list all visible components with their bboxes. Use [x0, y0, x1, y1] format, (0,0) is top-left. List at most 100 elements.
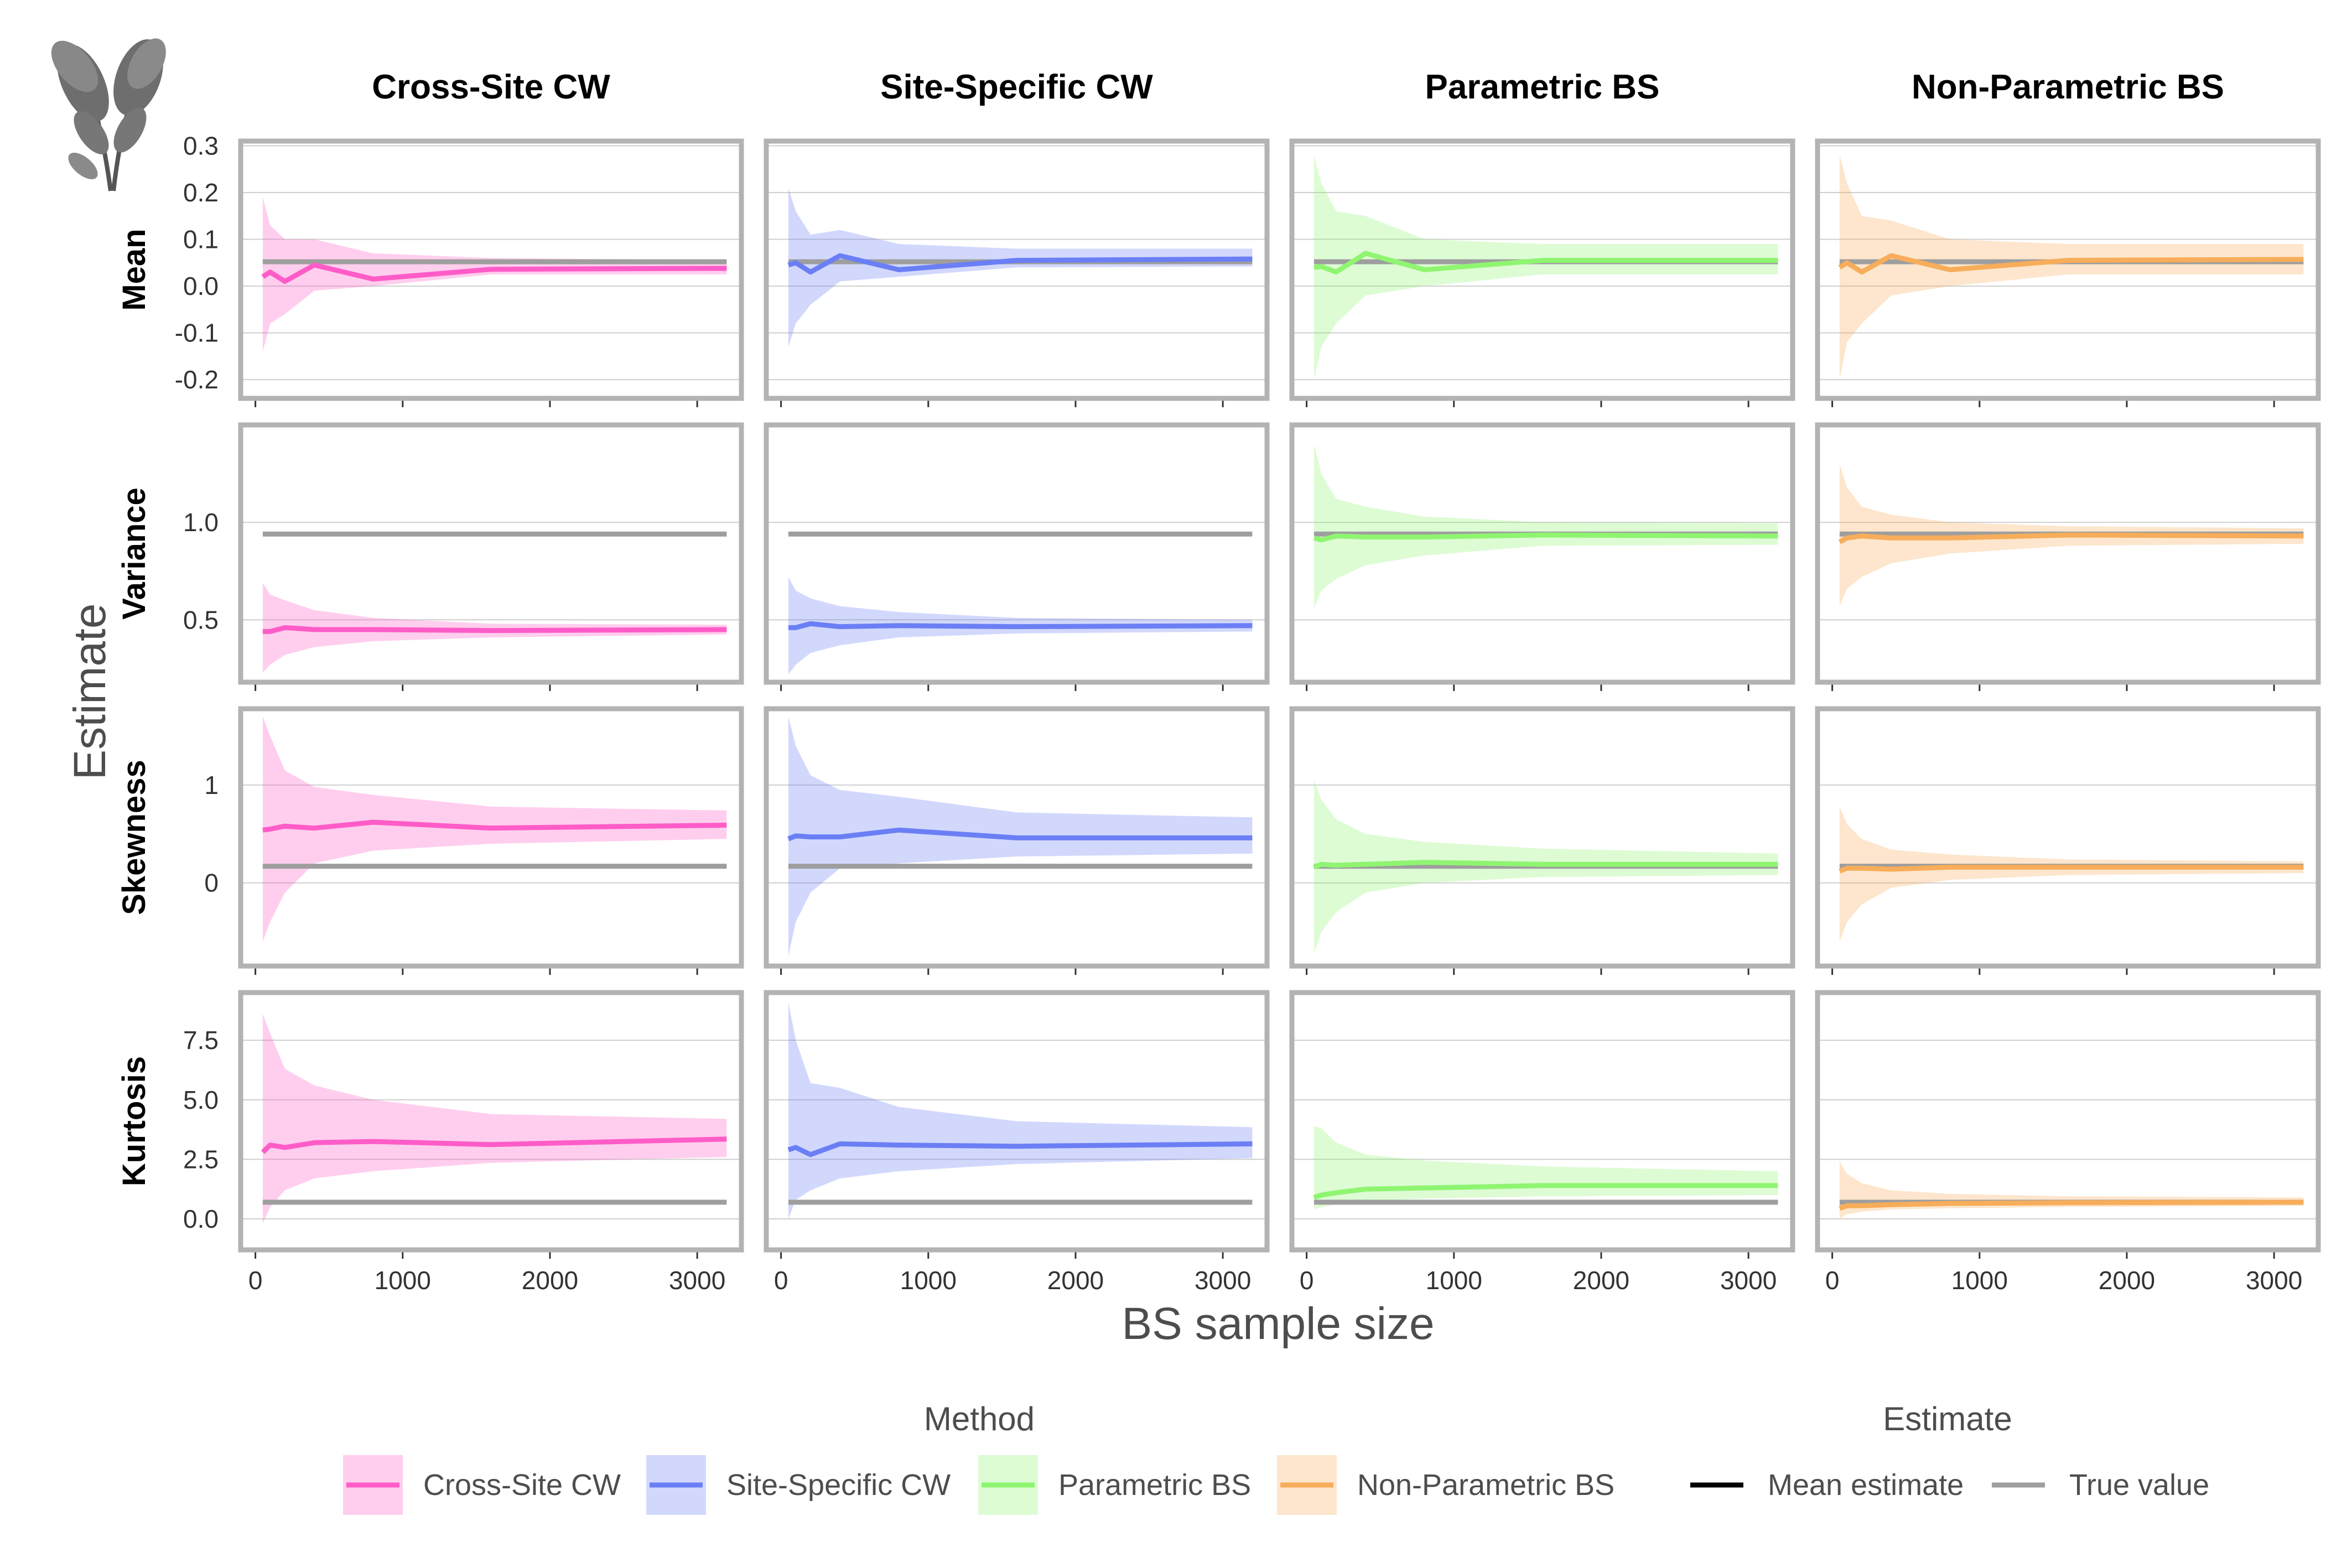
- panel-border: [1815, 706, 2321, 969]
- panel-border: [764, 706, 1270, 969]
- panel-border: [1289, 138, 1795, 401]
- y-tick-label: 0.1: [183, 225, 219, 254]
- y-tick-label: 0.0: [183, 272, 219, 300]
- confidence-band: [1839, 1161, 2304, 1219]
- panel-border: [238, 138, 744, 401]
- panel-border: [238, 706, 744, 969]
- mean-estimate-line: [787, 253, 1253, 275]
- x-tick-label: 1000: [1426, 1266, 1482, 1295]
- mean-estimate-line: [1313, 1183, 1778, 1200]
- panel-mean-parametric-bs: [1289, 138, 1795, 407]
- plant-logo-icon: [51, 38, 166, 191]
- x-tick-label: 3000: [669, 1266, 725, 1295]
- panel-border: [764, 422, 1270, 685]
- panel-skewness-site-specific-cw: [764, 706, 1270, 975]
- column-title-site-specific-cw: Site-Specific CW: [880, 68, 1153, 106]
- mean-estimate-line: [261, 1136, 727, 1154]
- legend-item-mean-estimate: Mean estimate: [1690, 1468, 1964, 1502]
- panel-border: [764, 138, 1270, 401]
- y-tick-label: -0.2: [175, 365, 219, 394]
- panel-border: [1815, 422, 2321, 685]
- panel-variance-parametric-bs: [1289, 422, 1795, 691]
- legend-title-method: Method: [924, 1400, 1035, 1437]
- y-axis-title: Estimate: [65, 604, 115, 780]
- confidence-band: [1313, 1126, 1778, 1209]
- column-title-cross-site-cw: Cross-Site CW: [372, 68, 610, 106]
- x-tick-label: 0: [1825, 1266, 1840, 1295]
- mean-estimate-line: [787, 827, 1253, 842]
- legend-item-parametric-bs: Parametric BS: [978, 1455, 1251, 1515]
- legend-item-site-specific-cw: Site-Specific CW: [646, 1455, 951, 1515]
- x-tick-label: 2000: [1047, 1266, 1104, 1295]
- mean-estimate-line: [261, 262, 727, 284]
- panel-kurtosis-parametric-bs: [1289, 990, 1795, 1259]
- panel-mean-cross-site-cw: [238, 138, 744, 407]
- x-tick-label: 3000: [1720, 1266, 1777, 1295]
- panel-variance-non-parametric-bs: [1815, 422, 2321, 691]
- panel-kurtosis-site-specific-cw: [764, 990, 1270, 1259]
- row-title-kurtosis: Kurtosis: [116, 1056, 152, 1186]
- x-tick-label: 3000: [2246, 1266, 2302, 1295]
- row-title-skewness: Skewness: [116, 760, 152, 915]
- x-axis-title: BS sample size: [1122, 1299, 1434, 1349]
- panel-kurtosis-cross-site-cw: [238, 990, 744, 1259]
- mean-estimate-line: [262, 625, 727, 634]
- panel-border: [238, 990, 744, 1253]
- panel-variance-site-specific-cw: [764, 422, 1270, 691]
- legend-label-non-parametric-bs: Non-Parametric BS: [1357, 1468, 1614, 1502]
- mean-estimate-line: [1838, 532, 2304, 544]
- confidence-band: [262, 197, 727, 352]
- mean-estimate-line: [788, 621, 1253, 630]
- mean-estimate-line: [1313, 251, 1778, 275]
- y-tick-label: 0.2: [183, 178, 219, 207]
- legend-label-parametric-bs: Parametric BS: [1058, 1468, 1251, 1502]
- panel-border: [764, 990, 1270, 1253]
- x-tick-label: 3000: [1195, 1266, 1251, 1295]
- y-tick-label: 1: [204, 771, 219, 799]
- panel-border: [1289, 422, 1795, 685]
- y-tick-label: 0.3: [183, 131, 219, 160]
- x-tick-label: 2000: [2099, 1266, 2155, 1295]
- legend-label-mean-estimate: Mean estimate: [1768, 1468, 1964, 1502]
- panel-border: [238, 422, 744, 685]
- confidence-band: [1839, 155, 2304, 380]
- mean-estimate-line: [1838, 253, 2304, 275]
- panel-border: [1289, 706, 1795, 969]
- mean-estimate-line: [1313, 532, 1778, 543]
- confidence-band: [262, 583, 727, 673]
- mean-estimate-line: [1313, 860, 1778, 870]
- confidence-band: [788, 188, 1253, 347]
- legend-title-estimate: Estimate: [1883, 1400, 2012, 1437]
- mean-estimate-line: [787, 1141, 1253, 1157]
- legend-label-true-value: True value: [2069, 1468, 2209, 1502]
- x-tick-label: 1000: [375, 1266, 431, 1295]
- x-tick-label: 2000: [1573, 1266, 1629, 1295]
- y-tick-label: 5.0: [183, 1086, 219, 1114]
- panel-skewness-non-parametric-bs: [1815, 706, 2321, 975]
- x-tick-label: 0: [1300, 1266, 1314, 1295]
- column-title-parametric-bs: Parametric BS: [1425, 68, 1660, 106]
- confidence-band: [1313, 155, 1778, 380]
- y-tick-label: 1.0: [183, 508, 219, 537]
- panel-border: [1815, 990, 2321, 1253]
- legend-item-true-value: True value: [1992, 1468, 2209, 1502]
- row-title-variance: Variance: [116, 487, 152, 620]
- legend-label-site-specific-cw: Site-Specific CW: [726, 1468, 951, 1502]
- panel-mean-non-parametric-bs: [1815, 138, 2321, 407]
- mean-estimate-line: [262, 819, 727, 833]
- panel-mean-site-specific-cw: [764, 138, 1270, 407]
- legend-item-cross-site-cw: Cross-Site CW: [343, 1455, 621, 1515]
- y-tick-label: 7.5: [183, 1026, 219, 1055]
- mean-estimate-line: [1839, 864, 2304, 874]
- y-tick-label: 0.0: [183, 1204, 219, 1233]
- mean-estimate-line: [1839, 1200, 2304, 1211]
- confidence-band: [1313, 444, 1778, 609]
- panel-border: [1289, 990, 1795, 1253]
- x-tick-label: 1000: [900, 1266, 957, 1295]
- panel-variance-cross-site-cw: [238, 422, 744, 691]
- confidence-band: [788, 1002, 1253, 1219]
- column-title-non-parametric-bs: Non-Parametric BS: [1912, 68, 2224, 106]
- y-tick-label: 0: [204, 869, 219, 897]
- x-tick-label: 1000: [1951, 1266, 2008, 1295]
